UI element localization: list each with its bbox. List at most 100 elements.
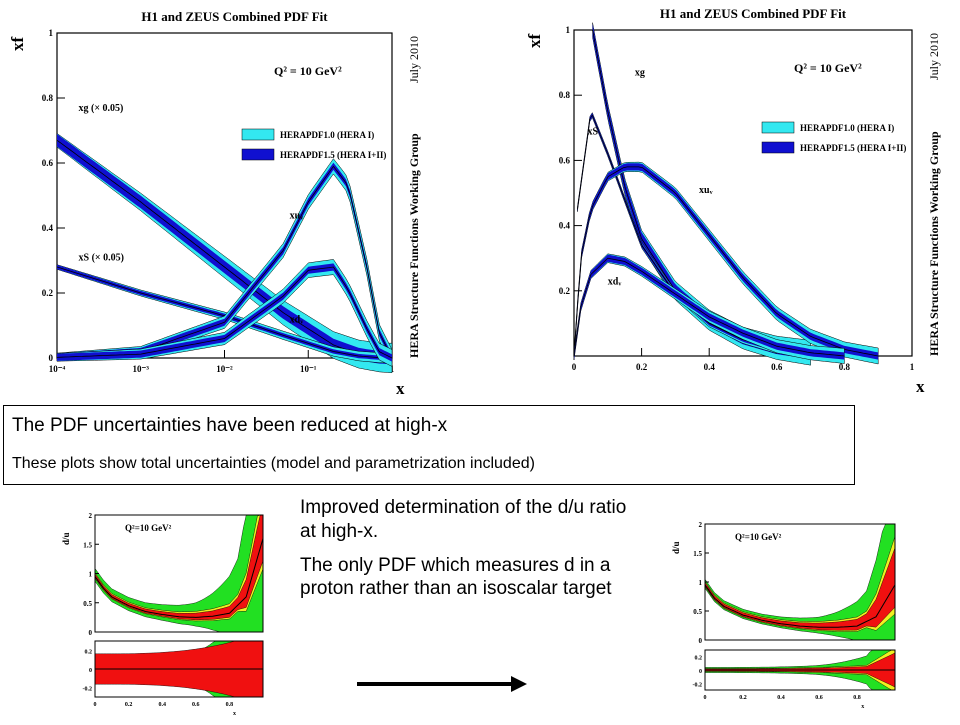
chart-du-right-svg: d/u Q²=10 GeV² 0 0.5 1 1.5 2 0.2 0 -0.2 0 0.2 0.4 0.6… [671,521,896,710]
y-tick-label: 1.5 [693,550,702,558]
y-tick-label: 0 [89,629,93,637]
y-tick-label: 0 [49,353,54,363]
central-line [704,584,896,628]
side-text: Improved determination of the d/u ratio … [300,496,630,611]
y-tick-label: 0.8 [42,93,54,103]
band-hera15-0 [57,134,392,365]
q2-label: Q² = 10 GeV² [794,61,862,75]
side-text-p1: Improved determination of the d/u ratio … [300,497,627,542]
x-tick-label: 1 [910,362,915,372]
ratio-tick-label: -0.2 [83,687,93,693]
series-line-3 [56,266,393,359]
series-label: xdᵥ [290,314,304,325]
x-tick-label: 0.8 [839,362,851,372]
y-tick-label: 1.5 [83,541,92,549]
q2-label: Q² = 10 GeV² [274,64,342,78]
band-hera1-3 [573,253,845,364]
arrow-right-icon [357,676,527,692]
date-label: July 2010 [927,33,941,80]
x-tick-label: 0.6 [771,362,783,372]
x-tick-label: 0.8 [226,702,234,708]
x-axis-label: x [396,379,405,398]
band-hera1-1 [577,112,778,354]
y-tick-label: 1 [566,25,571,35]
legend-swatch-hera15 [241,148,275,161]
y-tick-label: 1 [699,579,703,587]
band-hera1-0 [56,132,393,374]
x-tick-label: 0.4 [704,362,716,372]
series-label: xS [588,126,599,137]
note-subline: These plots show total uncertainties (mo… [12,455,535,472]
x-tick-label: 10⁻⁴ [49,364,66,374]
ratio-tick-label: 0.2 [85,649,93,655]
chart-top-left-svg: H1 and ZEUS Combined PDF Fit xf x HERA Stru… [8,9,421,398]
band-hera15-1 [577,113,777,352]
series-label: xg (× 0.05) [79,103,124,114]
ratio-tick-label: -0.2 [693,682,703,688]
ratio-tick-label: 0.2 [695,656,703,662]
x-tick-label: 10⁻¹ [300,364,317,374]
legend-swatch-hera1 [761,121,795,134]
series-line-2 [573,166,879,357]
series-line-0 [56,139,393,359]
y-tick-label: 0.5 [83,600,92,608]
legend-label-hera15: HERAPDF1.5 (HERA I+II) [280,150,386,160]
y-tick-label: 0 [699,637,703,645]
plot-frame [573,29,913,357]
x-tick-label: 0 [572,362,577,372]
x-tick-label: 0.4 [158,702,166,708]
x-tick-label: 0.6 [192,702,200,708]
y-axis-label: d/u [61,532,71,545]
x-tick-label: 0.2 [739,695,747,701]
legend-label-hera1: HERAPDF1.0 (HERA I) [800,123,894,133]
side-text-p2: The only PDF which measures d in a proto… [300,554,612,600]
chart-title: H1 and ZEUS Combined PDF Fit [141,9,328,24]
x-tick-label: 0.8 [853,695,861,701]
date-label: July 2010 [407,36,421,83]
series-label: xdᵥ [608,276,622,287]
band-hera15-3 [57,263,392,362]
chart-top-left: H1 and ZEUS Combined PDF Fit xf x HERA Stru… [0,0,438,402]
series-label: xg [635,68,645,79]
y-axis-label: d/u [671,541,681,554]
y-axis-label: xf [8,37,27,52]
note-box: The PDF uncertainties have been reduced … [3,405,855,485]
legend-swatch-hera15 [761,141,795,154]
central-line [94,538,264,618]
ratio-tick-label: 0 [89,668,92,674]
ratio-frame [704,649,896,691]
x-tick-label: x [233,711,236,717]
y-tick-label: 0.8 [559,90,571,100]
side-group-label: HERA Structure Functions Working Group [407,133,421,358]
x-tick-label: 0 [94,702,97,708]
ratio-tick-label: 0 [699,669,702,675]
y-axis-label: xf [525,34,544,49]
y-tick-label: 2 [699,521,703,529]
y-tick-label: 0.4 [559,221,571,231]
y-tick-label: 0.2 [42,288,54,298]
y-tick-label: 2 [89,512,93,520]
x-tick-label: 10⁻² [216,364,233,374]
y-tick-label: 1 [49,28,54,38]
y-tick-label: 0.4 [42,223,54,233]
y-tick-label: 0.6 [42,158,54,168]
x-tick-label: 0.4 [777,695,785,701]
series-label: xuᵥ [290,210,304,221]
x-tick-label: x [861,704,864,710]
x-tick-label: 0.6 [815,695,823,701]
x-tick-label: 0.2 [636,362,648,372]
x-axis-label: x [916,377,925,396]
q2-label: Q²=10 GeV² [735,532,782,542]
x-tick-label: 0 [704,695,707,701]
chart-title: H1 and ZEUS Combined PDF Fit [660,6,847,21]
chart-top-right: H1 and ZEUS Combined PDF Fit xf x HERA Stru… [520,0,960,402]
series-label: xuᵥ [699,185,713,196]
chart-du-left: d/u Q²=10 GeV² 0 0.5 1 1.5 2 0.2 0 -0.2 0 0.2 0.4 0.6… [55,505,270,720]
plot-frame [56,32,393,359]
y-tick-label: 0.5 [693,608,702,616]
x-tick-label: 10⁻³ [133,364,150,374]
x-tick-label: 0.2 [125,702,133,708]
y-tick-label: 1 [89,571,93,579]
series-line-3 [573,257,845,357]
ratio-frame [94,640,264,698]
